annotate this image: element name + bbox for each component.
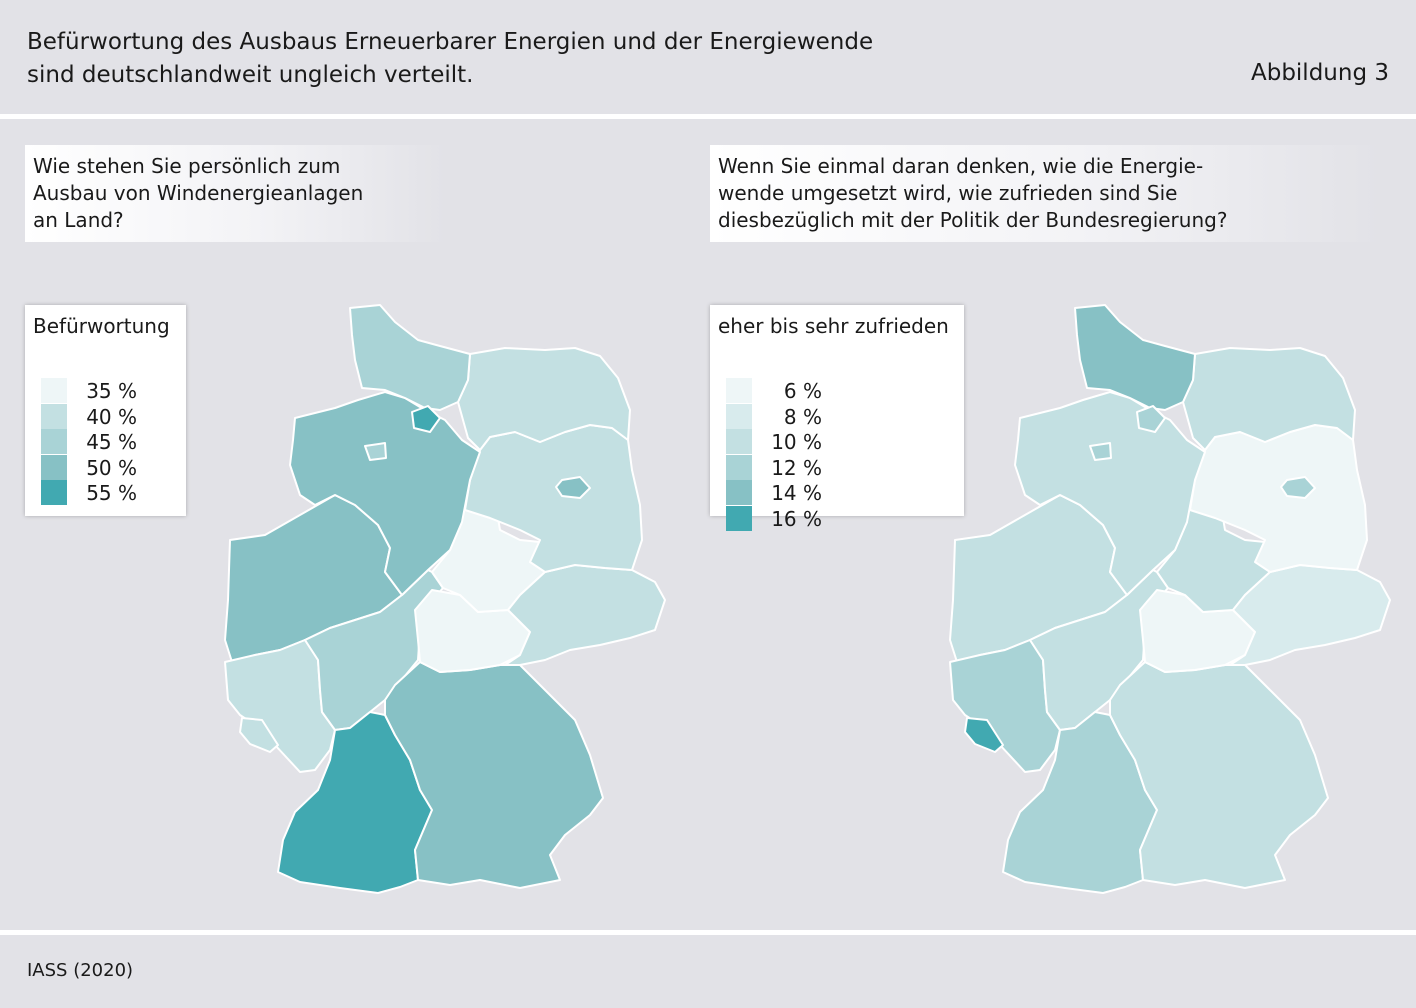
- state-be: [1280, 476, 1316, 499]
- right-legend-title: eher bis sehr zufrieden: [718, 314, 949, 338]
- legend-label: 16 %: [771, 506, 822, 531]
- right-question-line-3: diesbezüglich mit der Politik der Bundes…: [718, 208, 1228, 232]
- bottom-divider: [0, 930, 1416, 935]
- legend-swatch: [41, 480, 67, 505]
- legend-item: 10 %: [726, 429, 926, 454]
- state-be: [555, 476, 591, 499]
- legend-item: 16 %: [726, 505, 926, 531]
- state-sh: [349, 304, 471, 411]
- source-note: IASS (2020): [27, 960, 134, 981]
- legend-label: 45 %: [86, 430, 137, 454]
- legend-swatch: [41, 378, 67, 403]
- legend-swatch: [726, 403, 752, 429]
- top-divider: [0, 114, 1416, 119]
- legend-item: 45 %: [41, 429, 241, 454]
- legend-swatch: [41, 429, 67, 454]
- legend-item: 55 %: [41, 480, 241, 505]
- state-mv: [457, 347, 631, 451]
- state-hb: [364, 442, 387, 461]
- left-legend: Befürwortung 35 % 40 % 45 % 50 % 55 %: [25, 305, 186, 516]
- state-sh: [1074, 304, 1196, 411]
- legend-item: 35 %: [41, 378, 241, 403]
- legend-label: 10 %: [771, 430, 822, 454]
- legend-label: 14 %: [771, 481, 822, 505]
- left-question-line-2: Ausbau von Windenergieanlagen: [33, 181, 364, 205]
- legend-swatch: [41, 454, 67, 480]
- legend-label: 35 %: [86, 379, 137, 403]
- right-legend: eher bis sehr zufrieden 6 % 8 % 10 % 12 % 14…: [710, 305, 964, 531]
- left-question-line-1: Wie stehen Sie persönlich zum: [33, 154, 341, 178]
- left-legend-title: Befürwortung: [33, 314, 170, 338]
- legend-item: 8 %: [726, 403, 926, 429]
- legend-item: 12 %: [726, 454, 926, 480]
- legend-item: 6 %: [726, 378, 926, 403]
- legend-label: 6 %: [783, 379, 822, 403]
- legend-label: 55 %: [86, 481, 137, 505]
- state-hh: [1136, 405, 1166, 433]
- header: Befürwortung des Ausbaus Erneuerbarer En…: [0, 0, 1416, 114]
- right-question: Wenn Sie einmal daran denken, wie die En…: [710, 145, 1381, 242]
- state-by: [1109, 661, 1329, 889]
- state-group: [224, 304, 666, 894]
- left-question-line-3: an Land?: [33, 208, 124, 232]
- chart-title: Befürwortung des Ausbaus Erneuerbarer En…: [27, 26, 873, 92]
- legend-swatch: [726, 454, 752, 480]
- state-group: [949, 304, 1391, 894]
- right-question-line-1: Wenn Sie einmal daran denken, wie die En…: [718, 154, 1204, 178]
- legend-label: 8 %: [783, 404, 822, 429]
- title-line-2: sind deutschlandweit ungleich verteilt.: [27, 62, 474, 88]
- legend-swatch: [726, 505, 752, 531]
- legend-swatch: [726, 378, 752, 403]
- legend-swatch: [726, 429, 752, 454]
- left-question: Wie stehen Sie persönlich zum Ausbau von…: [25, 145, 446, 242]
- state-hb: [1089, 442, 1112, 461]
- state-sl: [239, 717, 279, 753]
- legend-item: 40 %: [41, 403, 241, 429]
- title-line-1: Befürwortung des Ausbaus Erneuerbarer En…: [27, 29, 874, 55]
- legend-swatch: [41, 403, 67, 429]
- legend-item: 50 %: [41, 454, 241, 480]
- state-hh: [411, 405, 441, 433]
- legend-label: 40 %: [86, 404, 137, 429]
- legend-swatch: [726, 480, 752, 505]
- legend-label: 12 %: [771, 455, 822, 480]
- state-by: [384, 661, 604, 889]
- state-sl: [964, 717, 1004, 753]
- figure-label: Abbildung 3: [1250, 60, 1389, 86]
- legend-item: 14 %: [726, 480, 926, 505]
- legend-label: 50 %: [86, 455, 137, 480]
- right-question-line-2: wende umgesetzt wird, wie zufrieden sind…: [718, 181, 1178, 205]
- state-mv: [1182, 347, 1356, 451]
